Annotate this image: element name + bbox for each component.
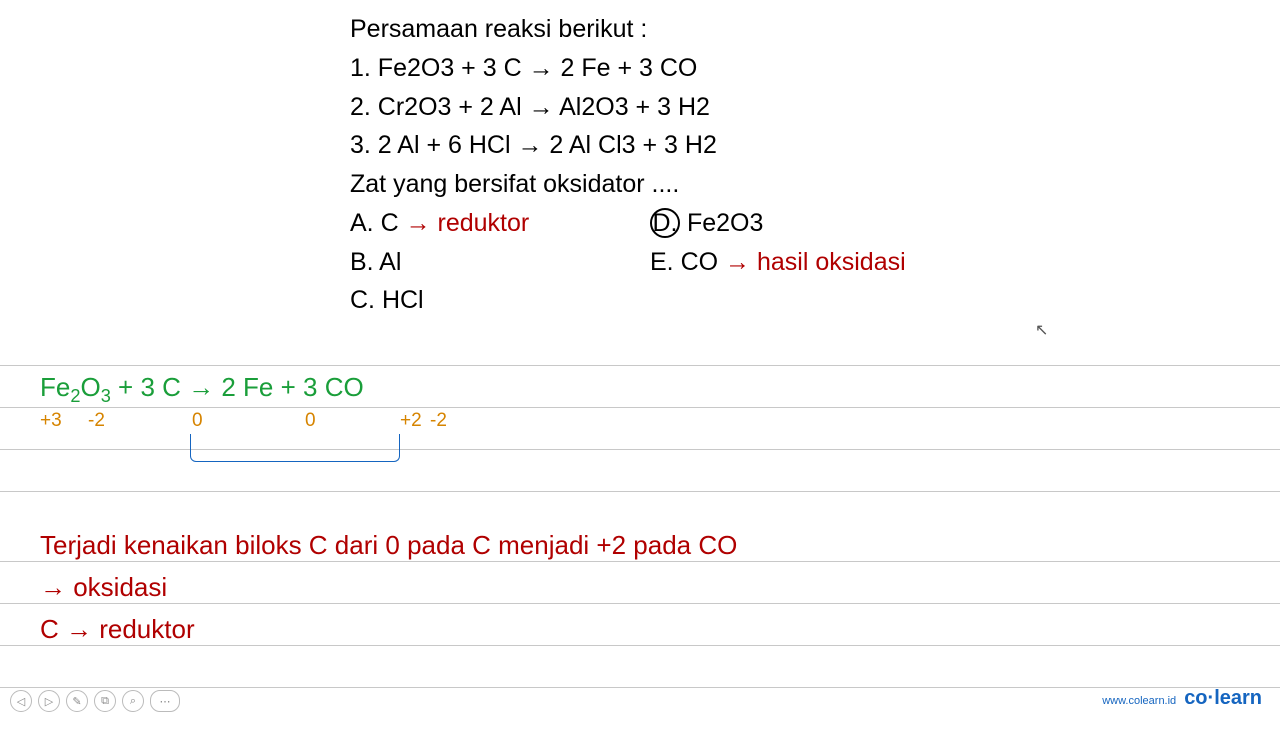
intro-text: Persamaan reaksi berikut :: [350, 10, 906, 49]
option-a: A. C → reduktor: [350, 204, 650, 243]
ox-o2: -2: [430, 410, 447, 432]
explain-line-3: C → reduktor: [40, 614, 195, 645]
cursor-icon: ↖: [1035, 320, 1048, 340]
more-icon[interactable]: ⋯: [150, 690, 180, 712]
option-e: E. CO → hasil oksidasi: [650, 243, 906, 282]
prev-icon[interactable]: ◁: [10, 690, 32, 712]
option-a-note: → reduktor: [399, 209, 530, 237]
ox-fe2: 0: [305, 410, 316, 432]
ox-o1: -2: [88, 410, 105, 432]
option-e-note: → hasil oksidasi: [718, 248, 906, 276]
equation-3: 3. 2 Al + 6 HCl → 2 Al Cl3 + 3 H2: [350, 126, 906, 165]
copy-icon[interactable]: ⧉: [94, 690, 116, 712]
pen-icon[interactable]: ✎: [66, 690, 88, 712]
brand-area: www.colearn.id co·learn: [1102, 687, 1262, 710]
oxidation-bracket: [190, 434, 400, 462]
brand-logo: co·learn: [1184, 687, 1262, 710]
equation-2: 2. Cr2O3 + 2 Al → Al2O3 + 3 H2: [350, 88, 906, 127]
toolbar: ◁ ▷ ✎ ⧉ ⌕ ⋯: [10, 690, 180, 712]
option-d: D. Fe2O3: [650, 204, 763, 243]
circled-d: D.: [650, 208, 680, 238]
zoom-icon[interactable]: ⌕: [122, 690, 144, 712]
option-c: C. HCl: [350, 281, 906, 320]
work-equation: Fe2O3 + 3 C → 2 Fe + 3 CO: [40, 372, 364, 407]
ox-c2: +2: [400, 410, 422, 432]
question-block: Persamaan reaksi berikut : 1. Fe2O3 + 3 …: [350, 10, 906, 320]
explain-line-1: Terjadi kenaikan biloks C dari 0 pada C …: [40, 530, 737, 561]
explain-line-2: → oksidasi: [40, 572, 167, 603]
prompt-text: Zat yang bersifat oksidator ....: [350, 165, 906, 204]
equation-1: 1. Fe2O3 + 3 C → 2 Fe + 3 CO: [350, 49, 906, 88]
ox-c: 0: [192, 410, 203, 432]
footer-url: www.colearn.id: [1102, 695, 1176, 707]
option-b: B. Al: [350, 243, 650, 282]
footer: ◁ ▷ ✎ ⧉ ⌕ ⋯ www.colearn.id co·learn: [0, 682, 1280, 712]
next-icon[interactable]: ▷: [38, 690, 60, 712]
ox-fe: +3: [40, 410, 62, 432]
